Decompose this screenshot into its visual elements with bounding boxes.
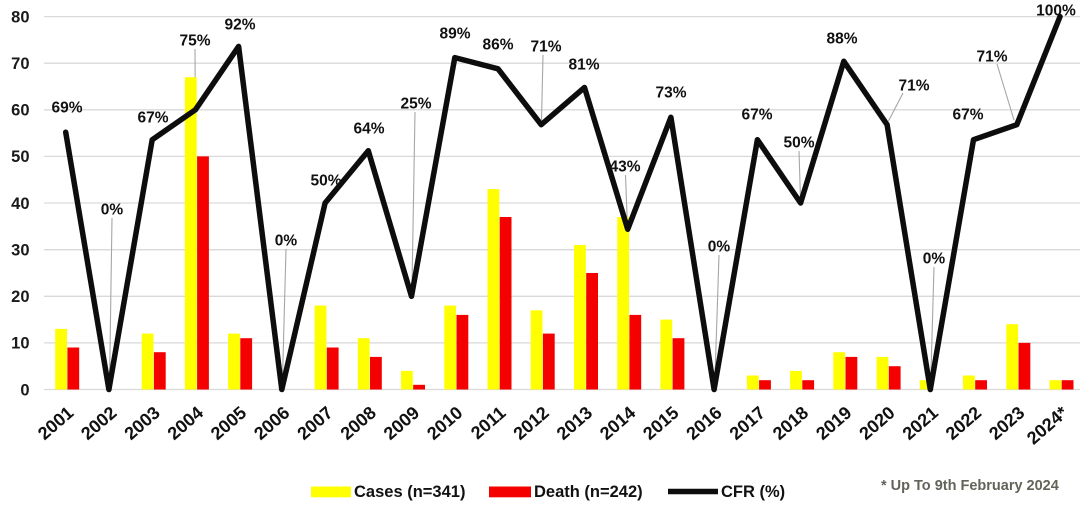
svg-text:88%: 88% <box>826 31 857 48</box>
svg-text:0: 0 <box>20 381 29 399</box>
svg-text:89%: 89% <box>439 26 470 43</box>
svg-text:92%: 92% <box>224 17 255 34</box>
svg-text:71%: 71% <box>530 39 561 56</box>
svg-text:Death (n=242): Death (n=242) <box>534 483 643 501</box>
svg-text:86%: 86% <box>482 37 513 54</box>
svg-text:73%: 73% <box>655 85 686 102</box>
svg-text:30: 30 <box>11 242 29 260</box>
svg-text:67%: 67% <box>137 110 168 127</box>
svg-text:71%: 71% <box>976 49 1007 66</box>
svg-text:50%: 50% <box>310 173 341 190</box>
svg-text:43%: 43% <box>609 159 640 176</box>
svg-text:64%: 64% <box>353 121 384 138</box>
svg-text:75%: 75% <box>179 33 210 50</box>
svg-text:40: 40 <box>11 195 29 213</box>
svg-text:0%: 0% <box>923 251 946 268</box>
svg-text:* Up To 9th February 2024: * Up To 9th February 2024 <box>881 478 1059 494</box>
svg-text:60: 60 <box>11 102 29 120</box>
svg-text:Cases (n=341): Cases (n=341) <box>354 483 465 501</box>
svg-text:50%: 50% <box>783 135 814 152</box>
svg-text:20: 20 <box>11 288 29 306</box>
svg-text:70: 70 <box>11 55 29 73</box>
svg-text:100%: 100% <box>1036 3 1076 20</box>
svg-text:0%: 0% <box>275 233 298 250</box>
svg-text:80: 80 <box>11 8 29 26</box>
svg-text:0%: 0% <box>101 202 124 219</box>
svg-text:0%: 0% <box>708 239 731 256</box>
svg-text:50: 50 <box>11 148 29 166</box>
svg-text:81%: 81% <box>568 57 599 74</box>
svg-text:CFR (%): CFR (%) <box>721 483 785 501</box>
svg-text:67%: 67% <box>952 107 983 124</box>
svg-text:10: 10 <box>11 335 29 353</box>
svg-text:71%: 71% <box>898 78 929 95</box>
svg-text:25%: 25% <box>400 96 431 113</box>
svg-text:67%: 67% <box>741 107 772 124</box>
svg-text:69%: 69% <box>51 100 82 117</box>
